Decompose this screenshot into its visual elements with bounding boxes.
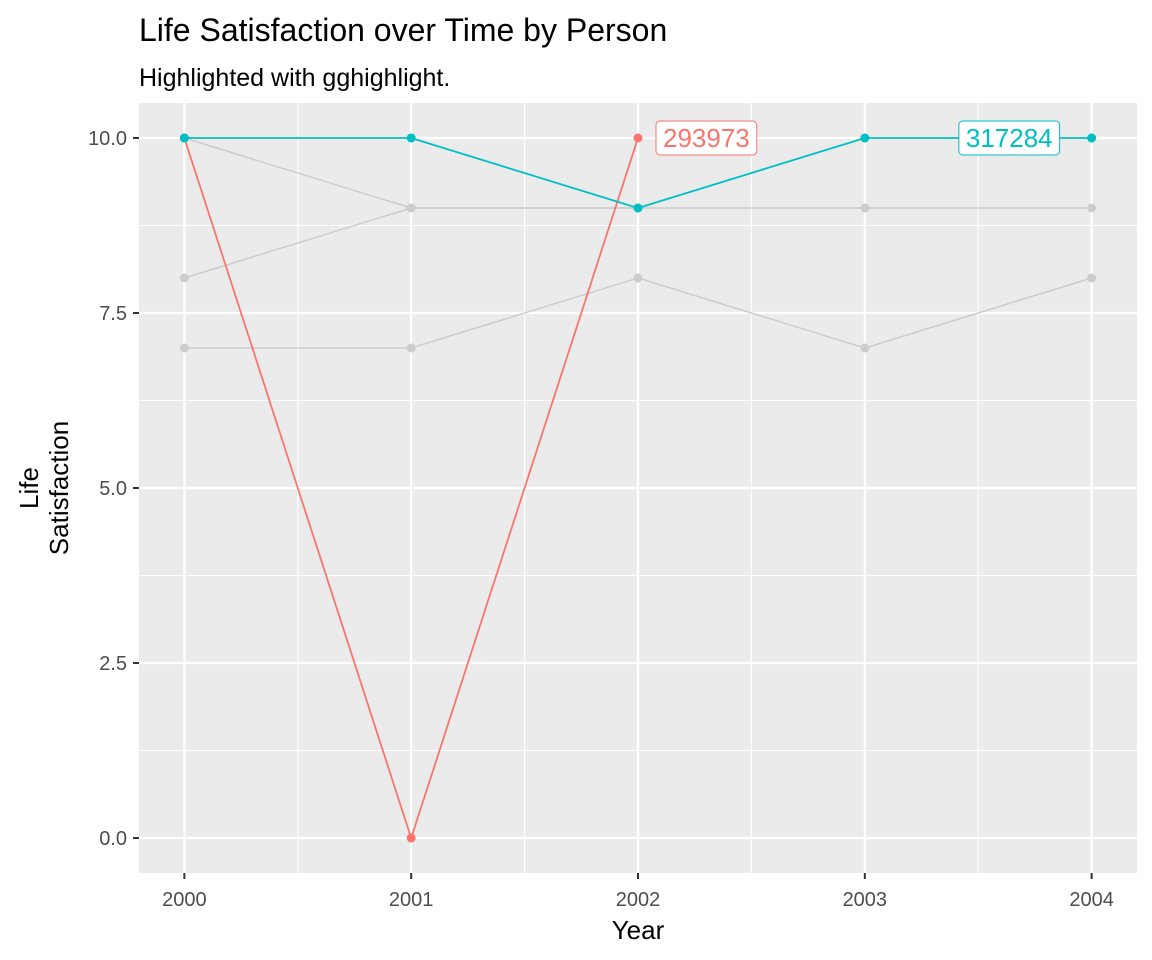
x-tick-label: 2003 <box>843 889 888 911</box>
y-tick-label: 0.0 <box>99 828 127 850</box>
data-point <box>406 203 416 213</box>
y-tick-label: 7.5 <box>99 303 127 325</box>
y-tick-label: 5.0 <box>99 478 127 500</box>
data-point <box>179 343 189 353</box>
data-point <box>1087 273 1097 283</box>
y-axis-title-line-1: Life <box>14 467 44 509</box>
chart-subtitle: Highlighted with gghighlight. <box>139 64 450 92</box>
series-317284 <box>179 133 1097 213</box>
series-label-box <box>958 120 1061 156</box>
grid-lines <box>139 103 1137 873</box>
data-point <box>860 343 870 353</box>
data-point <box>860 203 870 213</box>
x-axis: 2000 2001 2002 2003 2004 <box>162 873 1114 911</box>
series-label-text: 293973 <box>663 123 750 153</box>
series-label: 293973 <box>655 120 758 156</box>
y-tick-label: 2.5 <box>99 653 127 675</box>
x-tick-label: 2002 <box>616 889 661 911</box>
background-series <box>179 273 1097 353</box>
y-axis: 0.0 2.5 5.0 7.5 10.0 <box>88 128 139 850</box>
data-point <box>860 133 870 143</box>
data-point <box>406 833 416 843</box>
data-point <box>1087 203 1097 213</box>
data-point <box>406 343 416 353</box>
y-tick-label: 10.0 <box>88 128 127 150</box>
data-point <box>179 133 189 143</box>
series-label: 317284 <box>958 120 1061 156</box>
data-point <box>633 133 643 143</box>
data-point <box>1087 133 1097 143</box>
data-point <box>633 273 643 283</box>
series-lines <box>179 133 1097 843</box>
x-tick-label: 2001 <box>389 889 434 911</box>
chart-title: Life Satisfaction over Time by Person <box>139 12 667 48</box>
series-label-box <box>655 120 758 156</box>
x-axis-title: Year <box>612 915 665 945</box>
data-point <box>633 203 643 213</box>
y-axis-title: Life Satisfaction <box>14 421 74 555</box>
series-labels: 293973 317284 <box>655 120 1061 156</box>
x-tick-label: 2000 <box>162 889 207 911</box>
series-label-text: 317284 <box>966 123 1053 153</box>
data-point <box>406 133 416 143</box>
x-tick-label: 2004 <box>1069 889 1114 911</box>
y-axis-title-line-2: Satisfaction <box>44 421 74 555</box>
data-point <box>179 273 189 283</box>
